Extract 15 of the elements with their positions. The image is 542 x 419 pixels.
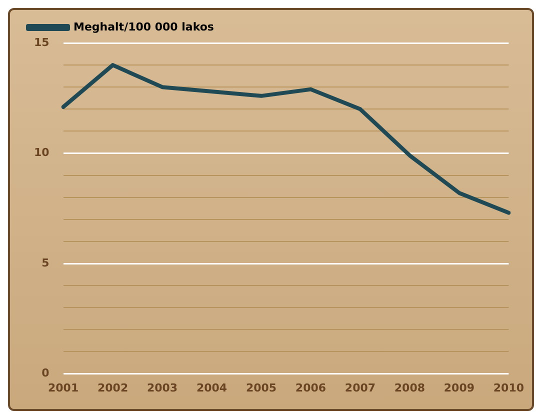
legend-label: Meghalt/100 000 lakos <box>74 20 214 34</box>
x-tick-label: 2008 <box>394 381 426 394</box>
y-tick-label: 15 <box>34 36 50 49</box>
y-tick-label: 10 <box>34 146 50 160</box>
x-tick-label: 2003 <box>146 381 178 394</box>
x-tick-label: 2007 <box>344 381 376 394</box>
y-tick-label: 0 <box>42 366 50 380</box>
x-tick-label: 2004 <box>196 381 228 394</box>
x-tick-label: 2006 <box>295 381 326 394</box>
x-tick-label: 2001 <box>48 381 79 394</box>
x-tick-label: 2002 <box>97 381 128 394</box>
x-tick-label: 2009 <box>444 381 475 394</box>
x-tick-label: 2005 <box>246 381 277 394</box>
y-tick-label: 5 <box>42 256 50 270</box>
x-tick-label: 2010 <box>493 381 524 394</box>
